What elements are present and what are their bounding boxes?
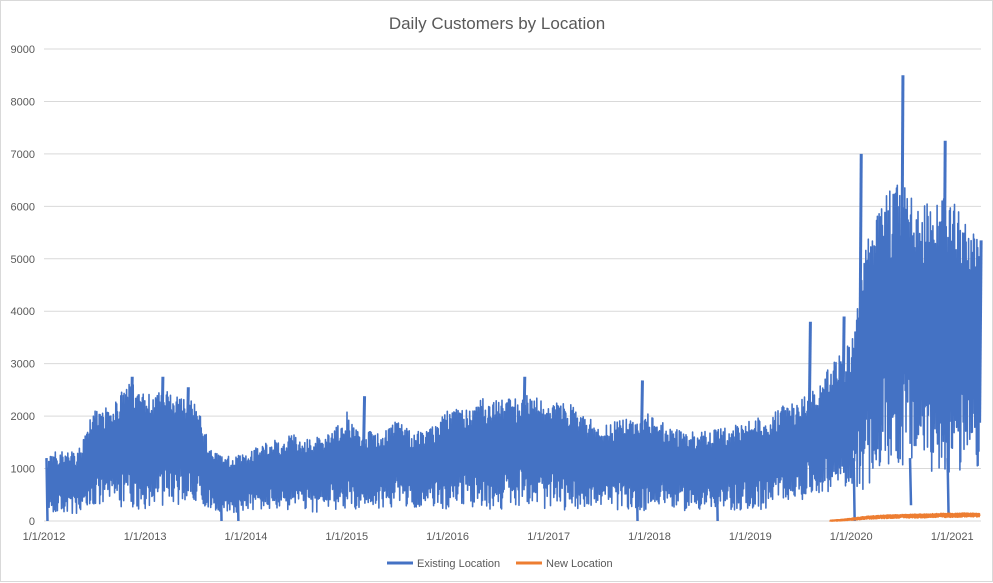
- series-dip-existing-location: [852, 458, 856, 522]
- series-peak-existing-location: [185, 387, 190, 475]
- series-peak-existing-location: [639, 380, 644, 472]
- series-peak-existing-location: [942, 140, 947, 388]
- legend: Existing Location New Location: [387, 558, 613, 570]
- x-tick-label: 1/1/2012: [23, 531, 66, 543]
- series-peak-existing-location: [978, 240, 983, 423]
- series-line-new-location: [829, 512, 981, 522]
- series-peak-existing-location: [858, 153, 863, 393]
- x-tick-label: 1/1/2019: [729, 531, 772, 543]
- x-tick-label: 1/1/2017: [527, 531, 570, 543]
- series-line-existing-location: [47, 184, 981, 515]
- series-dip-existing-location: [908, 458, 913, 506]
- x-tick-label: 1/1/2021: [931, 531, 974, 543]
- x-tick-label: 1/1/2014: [225, 531, 268, 543]
- x-tick-label: 1/1/2018: [628, 531, 671, 543]
- series-peak-existing-location: [129, 376, 134, 471]
- x-tick-label: 1/1/2015: [325, 531, 368, 543]
- y-tick-label: 9000: [11, 44, 35, 56]
- x-tick-label: 1/1/2013: [124, 531, 167, 543]
- chart-title: Daily Customers by Location: [389, 14, 605, 33]
- series-peak-existing-location: [521, 376, 527, 471]
- y-axis-ticks: 0 1000 2000 3000 4000 5000 6000 7000 8000 9000: [11, 44, 35, 528]
- series-peak-existing-location: [361, 396, 367, 478]
- series-dip-existing-location: [715, 458, 719, 522]
- series-dip-existing-location: [946, 458, 950, 516]
- series-peak-existing-location: [159, 376, 165, 471]
- legend-label-new-location: New Location: [546, 558, 613, 570]
- y-tick-label: 1000: [11, 464, 35, 476]
- series-peak-existing-location: [899, 75, 905, 365]
- series-dip-existing-location: [236, 458, 240, 522]
- y-tick-label: 8000: [11, 96, 35, 108]
- x-tick-label: 1/1/2016: [426, 531, 469, 543]
- y-tick-label: 4000: [11, 306, 35, 318]
- series-dip-existing-location: [45, 458, 49, 522]
- y-tick-label: 0: [29, 516, 35, 528]
- y-tick-label: 2000: [11, 411, 35, 423]
- legend-label-existing-location: Existing Location: [417, 558, 500, 570]
- series-dip-existing-location: [635, 458, 639, 522]
- series-dip-existing-location: [219, 458, 223, 522]
- y-tick-label: 5000: [11, 254, 35, 266]
- y-tick-label: 6000: [11, 201, 35, 213]
- series-layer: [45, 75, 983, 522]
- series-peak-existing-location: [807, 321, 812, 452]
- x-axis-ticks: 1/1/2012 1/1/2013 1/1/2014 1/1/2015 1/1/2016…: [23, 531, 974, 543]
- y-tick-label: 3000: [11, 359, 35, 371]
- series-peak-existing-location: [841, 316, 846, 450]
- x-tick-label: 1/1/2020: [830, 531, 873, 543]
- y-tick-label: 7000: [11, 149, 35, 161]
